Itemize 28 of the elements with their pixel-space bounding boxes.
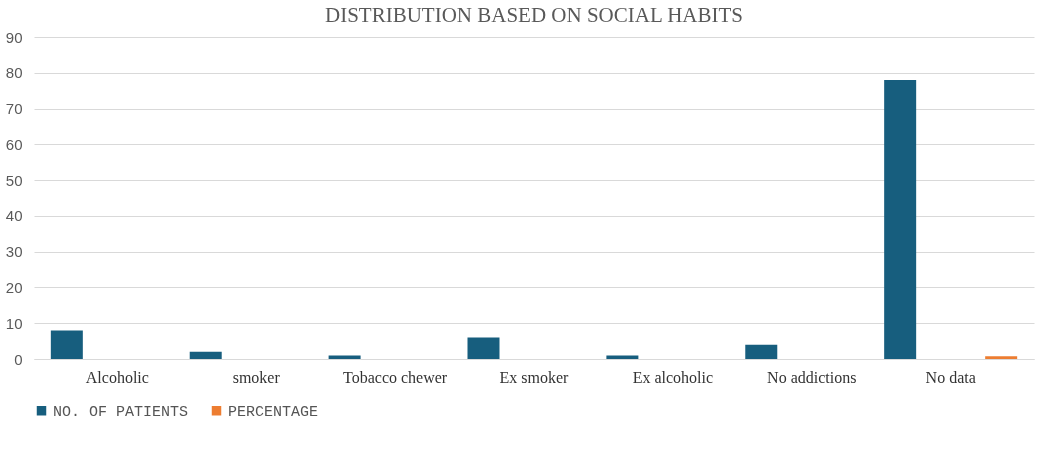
y-tick-label: 0 (14, 350, 23, 368)
x-tick-label: No data (925, 368, 976, 386)
y-tick-label: 40 (5, 207, 23, 225)
y-tick-label: 50 (5, 171, 23, 189)
bar (50, 330, 83, 359)
y-tick-label: 60 (5, 135, 23, 153)
bar (467, 337, 500, 359)
y-tick-label: 20 (5, 278, 23, 296)
bar (884, 79, 917, 359)
y-tick-label: 90 (5, 28, 23, 46)
x-tick-label: No addictions (767, 368, 857, 386)
x-tick-label: Tobacco chewer (343, 368, 448, 386)
legend-label: PERCENTAGE (228, 403, 319, 421)
bar (985, 356, 1018, 359)
x-tick-label: Ex alcoholic (632, 368, 714, 386)
x-tick-label: smoker (232, 368, 281, 386)
bar (745, 344, 778, 359)
legend-label: NO. OF PATIENTS (53, 403, 189, 421)
y-tick-label: 70 (5, 100, 23, 118)
x-tick-label: Alcoholic (85, 368, 149, 386)
y-tick-label: 30 (5, 243, 23, 261)
bar (328, 355, 361, 359)
y-tick-label: 10 (5, 314, 23, 332)
chart-title: DISTRIBUTION BASED ON SOCIAL HABITS (324, 3, 744, 27)
x-tick-label: Ex smoker (499, 368, 570, 386)
bar (606, 355, 639, 359)
y-tick-label: 80 (5, 64, 23, 82)
bar (189, 351, 222, 359)
